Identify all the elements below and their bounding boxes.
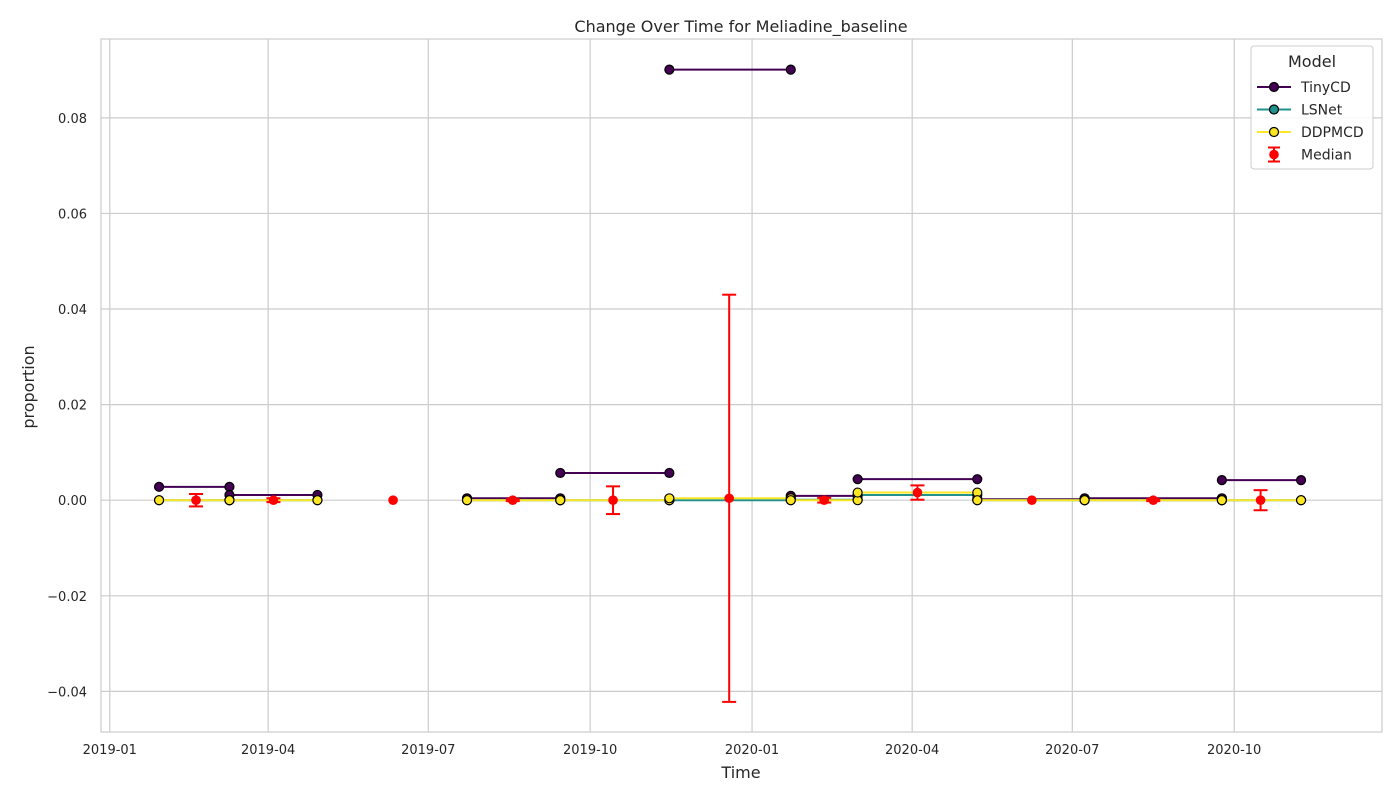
legend: Model TinyCD LSNet DDPMCD Median	[1250, 45, 1374, 170]
median-point	[724, 493, 734, 504]
x-tick-label: 2019-07	[401, 743, 455, 758]
y-tick-label: −0.02	[47, 590, 87, 605]
legend-marker	[1268, 126, 1280, 138]
data-point	[1216, 495, 1227, 506]
legend-title: Model	[1288, 52, 1336, 71]
x-tick-label: 2019-01	[83, 743, 137, 758]
legend-box	[1250, 45, 1374, 170]
plot-frame	[100, 38, 1383, 733]
median-point	[507, 495, 518, 506]
legend-item-tinycd: TinyCD	[1257, 80, 1351, 96]
data-point	[224, 495, 235, 506]
median-point	[388, 495, 398, 506]
median-point	[1255, 495, 1266, 506]
data-point	[153, 495, 165, 506]
legend-marker	[1268, 81, 1280, 93]
y-tick-label: 0.08	[58, 112, 87, 127]
legend-item-median: Median	[1268, 146, 1352, 164]
median-point	[819, 495, 830, 506]
x-axis-title: Time	[720, 763, 760, 782]
data-point	[664, 467, 675, 479]
data-point	[785, 495, 796, 506]
legend-item-ddpmcd: DDPMCD	[1257, 125, 1364, 141]
data-point	[1079, 495, 1090, 506]
legend-label: Median	[1301, 148, 1352, 164]
data-point	[664, 493, 675, 504]
y-tick-label: −0.04	[47, 685, 87, 700]
data-point	[153, 481, 165, 492]
x-tick-label: 2020-10	[1207, 743, 1261, 758]
x-tick-label: 2019-04	[241, 743, 295, 758]
data-point	[312, 495, 323, 506]
median-point	[912, 487, 923, 498]
data-point	[852, 487, 863, 498]
legend-marker	[1269, 149, 1279, 160]
x-axis: 2019-01 2019-04 2019-07 2019-10 2020-01 2020-…	[83, 743, 1262, 758]
data-point	[1216, 475, 1227, 486]
series-median	[189, 293, 1268, 703]
data-point	[785, 64, 796, 75]
median-point	[1148, 495, 1159, 506]
median-point	[1027, 495, 1037, 506]
median-point	[191, 495, 201, 506]
data-point	[664, 64, 675, 75]
legend-label: LSNet	[1301, 103, 1343, 119]
data-point	[972, 474, 983, 485]
data-point	[555, 467, 566, 479]
x-tick-label: 2019-10	[563, 743, 617, 758]
plot-background	[101, 39, 1382, 732]
data-point	[852, 474, 863, 485]
x-tick-label: 2020-04	[885, 743, 939, 758]
legend-marker	[1268, 104, 1280, 115]
data-point	[972, 495, 983, 506]
y-tick-label: 0.06	[58, 207, 87, 222]
y-axis: −0.04 −0.02 0.00 0.02 0.04 0.06 0.08	[47, 112, 87, 701]
y-tick-label: 0.02	[58, 399, 87, 414]
data-point	[555, 495, 566, 506]
median-point	[268, 495, 279, 506]
legend-label: DDPMCD	[1301, 125, 1364, 141]
y-axis-title: proportion	[19, 345, 38, 428]
x-tick-label: 2020-01	[725, 743, 779, 758]
data-point	[461, 495, 473, 506]
legend-label: TinyCD	[1300, 80, 1351, 96]
y-tick-label: 0.00	[58, 494, 87, 509]
data-point	[1295, 495, 1307, 506]
legend-item-lsnet: LSNet	[1257, 103, 1343, 119]
data-layer	[153, 64, 1307, 703]
median-point	[608, 495, 618, 506]
chart-title: Change Over Time for Meliadine_baseline	[574, 17, 907, 37]
data-point	[1295, 475, 1307, 486]
y-tick-label: 0.04	[58, 303, 87, 318]
x-tick-label: 2020-07	[1045, 743, 1099, 758]
